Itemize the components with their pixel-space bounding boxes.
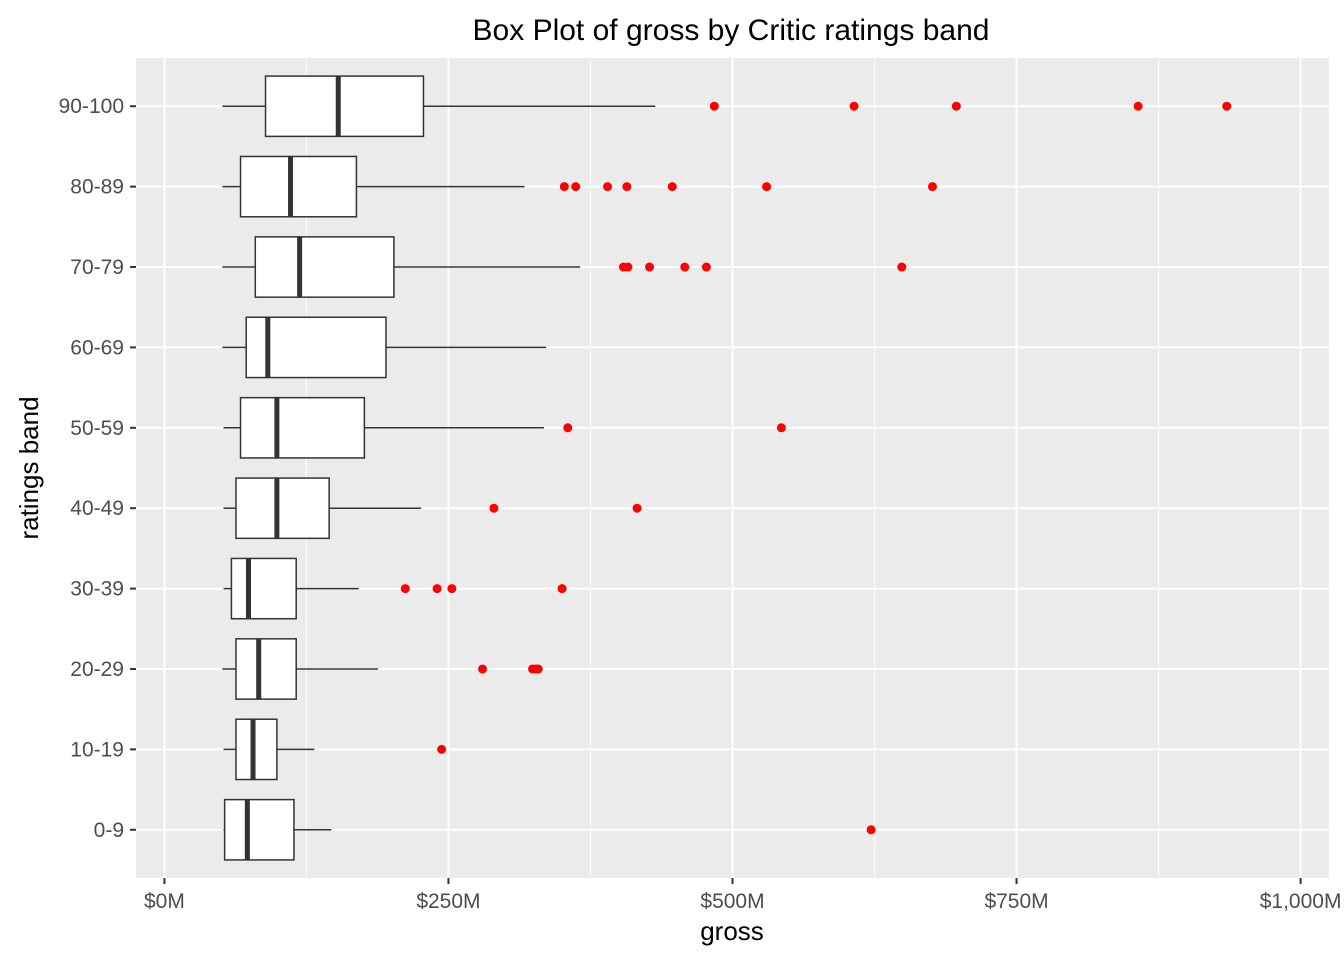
outlier-point <box>571 182 581 192</box>
y-tick-label: 80-89 <box>70 176 124 199</box>
outlier-point <box>557 584 567 594</box>
box-iqr <box>264 75 425 138</box>
box-80-89 <box>222 155 937 218</box>
outlier-point <box>622 182 632 192</box>
y-tick-label: 70-79 <box>70 256 124 279</box>
box-iqr <box>239 155 358 218</box>
outlier-point <box>927 182 937 192</box>
outlier-point <box>866 825 876 835</box>
box-iqr <box>223 798 295 861</box>
x-axis: $0M $250M $500M $750M $1,000M <box>144 878 1341 913</box>
outlier-point <box>701 262 711 272</box>
outlier-point <box>645 262 655 272</box>
x-axis-title: gross <box>700 916 764 946</box>
outlier-point <box>432 584 442 594</box>
x-tick-label: $750M <box>984 890 1048 913</box>
outlier-point <box>680 262 690 272</box>
box-iqr <box>230 557 297 620</box>
y-axis-title: ratings band <box>14 396 44 539</box>
x-tick-label: $500M <box>700 890 764 913</box>
outlier-point <box>623 262 633 272</box>
outlier-point <box>951 101 961 111</box>
box-0-9 <box>223 798 876 861</box>
outlier-point <box>1222 101 1232 111</box>
outlier-point <box>478 664 488 674</box>
box-60-69 <box>222 316 547 379</box>
box-iqr <box>235 477 330 540</box>
box-50-59 <box>223 396 786 459</box>
y-tick-label: 10-19 <box>70 738 124 761</box>
outlier-point <box>709 101 719 111</box>
y-axis: 0-9 10-19 20-29 30-39 40-49 50-59 60-69 70-79 80… <box>59 95 136 842</box>
y-tick-label: 0-9 <box>94 819 124 842</box>
outlier-point <box>632 503 642 513</box>
y-tick-label: 20-29 <box>70 658 124 681</box>
box-iqr <box>235 718 278 781</box>
y-tick-label: 40-49 <box>70 497 124 520</box>
box-20-29 <box>222 638 543 700</box>
box-70-79 <box>222 236 907 298</box>
outlier-point <box>489 503 499 513</box>
x-tick-label: $0M <box>144 890 185 913</box>
grid-lines <box>136 58 1329 878</box>
outlier-point <box>667 182 677 192</box>
y-tick-label: 50-59 <box>70 417 124 440</box>
box-iqr <box>235 638 297 700</box>
x-tick-label: $250M <box>416 890 480 913</box>
outlier-point <box>437 744 447 754</box>
box-iqr <box>254 236 395 298</box>
outlier-point <box>849 101 859 111</box>
boxes <box>222 75 1232 861</box>
outlier-point <box>762 182 772 192</box>
outlier-point <box>559 182 569 192</box>
outlier-point <box>603 182 613 192</box>
box-40-49 <box>223 477 642 540</box>
y-tick-label: 60-69 <box>70 336 124 359</box>
box-10-19 <box>223 718 447 781</box>
outlier-point <box>533 664 543 674</box>
outlier-point <box>1133 101 1143 111</box>
outlier-point <box>447 584 457 594</box>
outlier-point <box>897 262 907 272</box>
box-90-100 <box>222 75 1232 138</box>
chart-title: Box Plot of gross by Critic ratings band <box>473 14 990 47</box>
box-30-39 <box>223 557 567 620</box>
outlier-point <box>563 423 573 433</box>
y-tick-label: 90-100 <box>59 95 124 118</box>
box-iqr <box>239 396 366 459</box>
y-tick-label: 30-39 <box>70 578 124 601</box>
x-tick-label: $1,000M <box>1260 890 1342 913</box>
outlier-point <box>776 423 786 433</box>
outlier-point <box>400 584 410 594</box>
